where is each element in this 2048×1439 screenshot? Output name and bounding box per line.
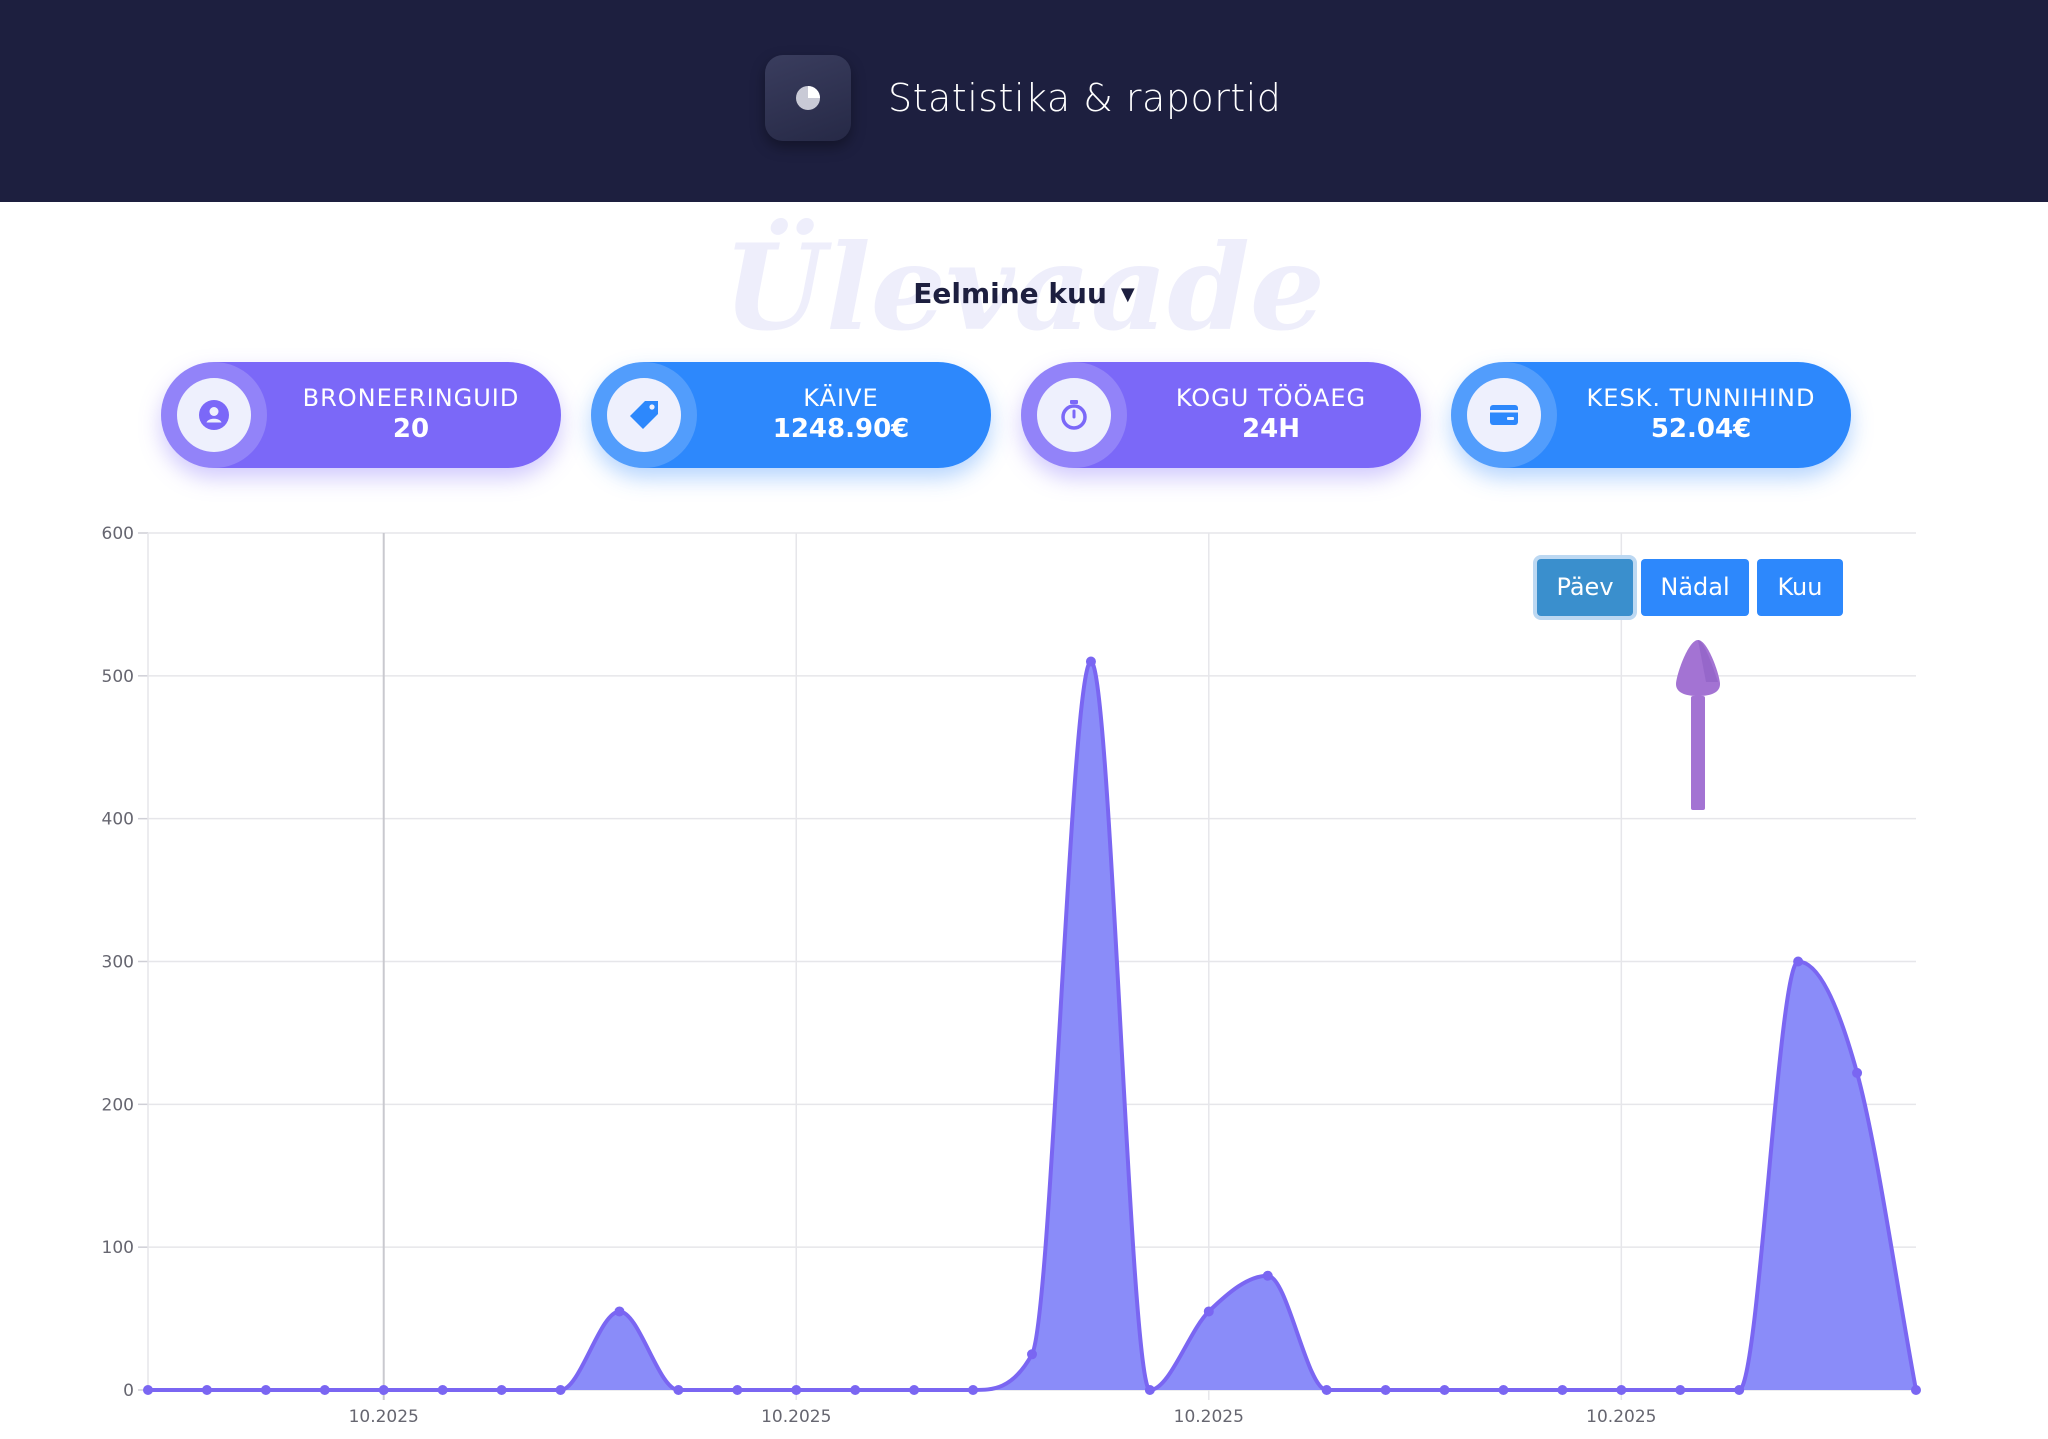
stat-card-average-hourly-rate: KESK. TUNNIHIND 52.04€ bbox=[1451, 362, 1851, 468]
data-point[interactable] bbox=[496, 1385, 507, 1395]
y-tick-label: 200 bbox=[102, 1095, 134, 1115]
data-point[interactable] bbox=[1734, 1385, 1745, 1395]
pointer-arrow-icon bbox=[1676, 640, 1720, 810]
x-tick-label: 10.2025 bbox=[1586, 1407, 1656, 1427]
x-tick-label: 10.2025 bbox=[761, 1407, 831, 1427]
data-point[interactable] bbox=[1793, 956, 1804, 967]
pie-chart-icon[interactable] bbox=[765, 55, 851, 141]
data-point[interactable] bbox=[1675, 1385, 1686, 1395]
range-button-day[interactable]: Päev bbox=[1537, 559, 1633, 616]
data-point[interactable] bbox=[143, 1385, 153, 1395]
data-point[interactable] bbox=[555, 1385, 566, 1395]
y-tick-label: 0 bbox=[123, 1381, 134, 1401]
data-point[interactable] bbox=[791, 1385, 802, 1395]
range-button-month[interactable]: Kuu bbox=[1757, 559, 1843, 616]
data-point[interactable] bbox=[319, 1385, 330, 1395]
data-point[interactable] bbox=[732, 1385, 743, 1395]
series-area-fill bbox=[148, 661, 1916, 1390]
data-point[interactable] bbox=[1321, 1385, 1332, 1395]
stat-value: 52.04€ bbox=[1650, 414, 1752, 444]
data-point[interactable] bbox=[1911, 1385, 1921, 1395]
range-button-week[interactable]: Nädal bbox=[1641, 559, 1749, 616]
data-point[interactable] bbox=[1144, 1385, 1155, 1395]
user-circle-icon bbox=[177, 378, 251, 452]
stat-label: KÄIVE bbox=[803, 384, 879, 412]
stat-card-bookings: BRONEERINGUID 20 bbox=[161, 362, 561, 468]
data-point[interactable] bbox=[1852, 1067, 1863, 1078]
caret-down-icon: ▼ bbox=[1120, 284, 1135, 305]
data-point[interactable] bbox=[673, 1385, 684, 1395]
y-tick-label: 300 bbox=[102, 953, 134, 973]
y-tick-label: 600 bbox=[102, 524, 134, 544]
data-point[interactable] bbox=[1616, 1385, 1627, 1395]
page-title: Statistika & raportid bbox=[888, 76, 1282, 120]
stat-value: 24H bbox=[1242, 414, 1300, 444]
series-line bbox=[148, 659, 1918, 1393]
data-point[interactable] bbox=[1203, 1306, 1214, 1317]
x-tick-label: 10.2025 bbox=[349, 1407, 419, 1427]
data-point[interactable] bbox=[1085, 656, 1096, 667]
stat-card-total-worktime: KOGU TÖÖAEG 24H bbox=[1021, 362, 1421, 468]
data-point[interactable] bbox=[968, 1385, 979, 1395]
stat-icon-ring bbox=[1021, 362, 1127, 468]
data-point[interactable] bbox=[850, 1385, 861, 1395]
credit-card-icon bbox=[1467, 378, 1541, 452]
data-point[interactable] bbox=[378, 1385, 389, 1395]
stat-label: KOGU TÖÖAEG bbox=[1175, 384, 1367, 412]
data-point[interactable] bbox=[437, 1385, 448, 1395]
stopwatch-icon bbox=[1037, 378, 1111, 452]
data-point[interactable] bbox=[614, 1306, 625, 1317]
stat-value: 1248.90€ bbox=[772, 414, 910, 444]
y-tick-label: 100 bbox=[102, 1238, 134, 1258]
y-tick-label: 400 bbox=[102, 810, 134, 830]
x-tick-label: 10.2025 bbox=[1174, 1407, 1244, 1427]
stat-label: BRONEERINGUID bbox=[302, 384, 520, 412]
data-point[interactable] bbox=[1262, 1270, 1273, 1281]
y-tick-label: 500 bbox=[102, 667, 134, 687]
period-label: Eelmine kuu bbox=[913, 277, 1107, 310]
stat-icon-ring bbox=[1451, 362, 1557, 468]
data-point[interactable] bbox=[201, 1385, 212, 1395]
data-point[interactable] bbox=[1027, 1349, 1037, 1360]
data-point[interactable] bbox=[1380, 1385, 1391, 1395]
data-point[interactable] bbox=[1439, 1385, 1450, 1395]
data-point[interactable] bbox=[909, 1385, 920, 1395]
stat-label: KESK. TUNNIHIND bbox=[1586, 384, 1816, 412]
data-point[interactable] bbox=[1557, 1385, 1568, 1395]
data-point[interactable] bbox=[1498, 1385, 1509, 1395]
stat-icon-ring bbox=[161, 362, 267, 468]
period-selector[interactable]: Eelmine kuu ▼ bbox=[0, 272, 2048, 317]
price-tag-icon bbox=[607, 378, 681, 452]
stat-icon-ring bbox=[591, 362, 697, 468]
section-watermark: Ülevaade bbox=[723, 218, 1325, 357]
revenue-area-chart: 0 100 200 300 400 500 600 10.2025 10.2025 10.2025… bbox=[102, 524, 1921, 1427]
stat-value: 20 bbox=[392, 414, 430, 444]
header-bar: Statistika & raportid bbox=[0, 0, 2048, 202]
data-point[interactable] bbox=[260, 1385, 271, 1395]
stat-card-turnover: KÄIVE 1248.90€ bbox=[591, 362, 991, 468]
